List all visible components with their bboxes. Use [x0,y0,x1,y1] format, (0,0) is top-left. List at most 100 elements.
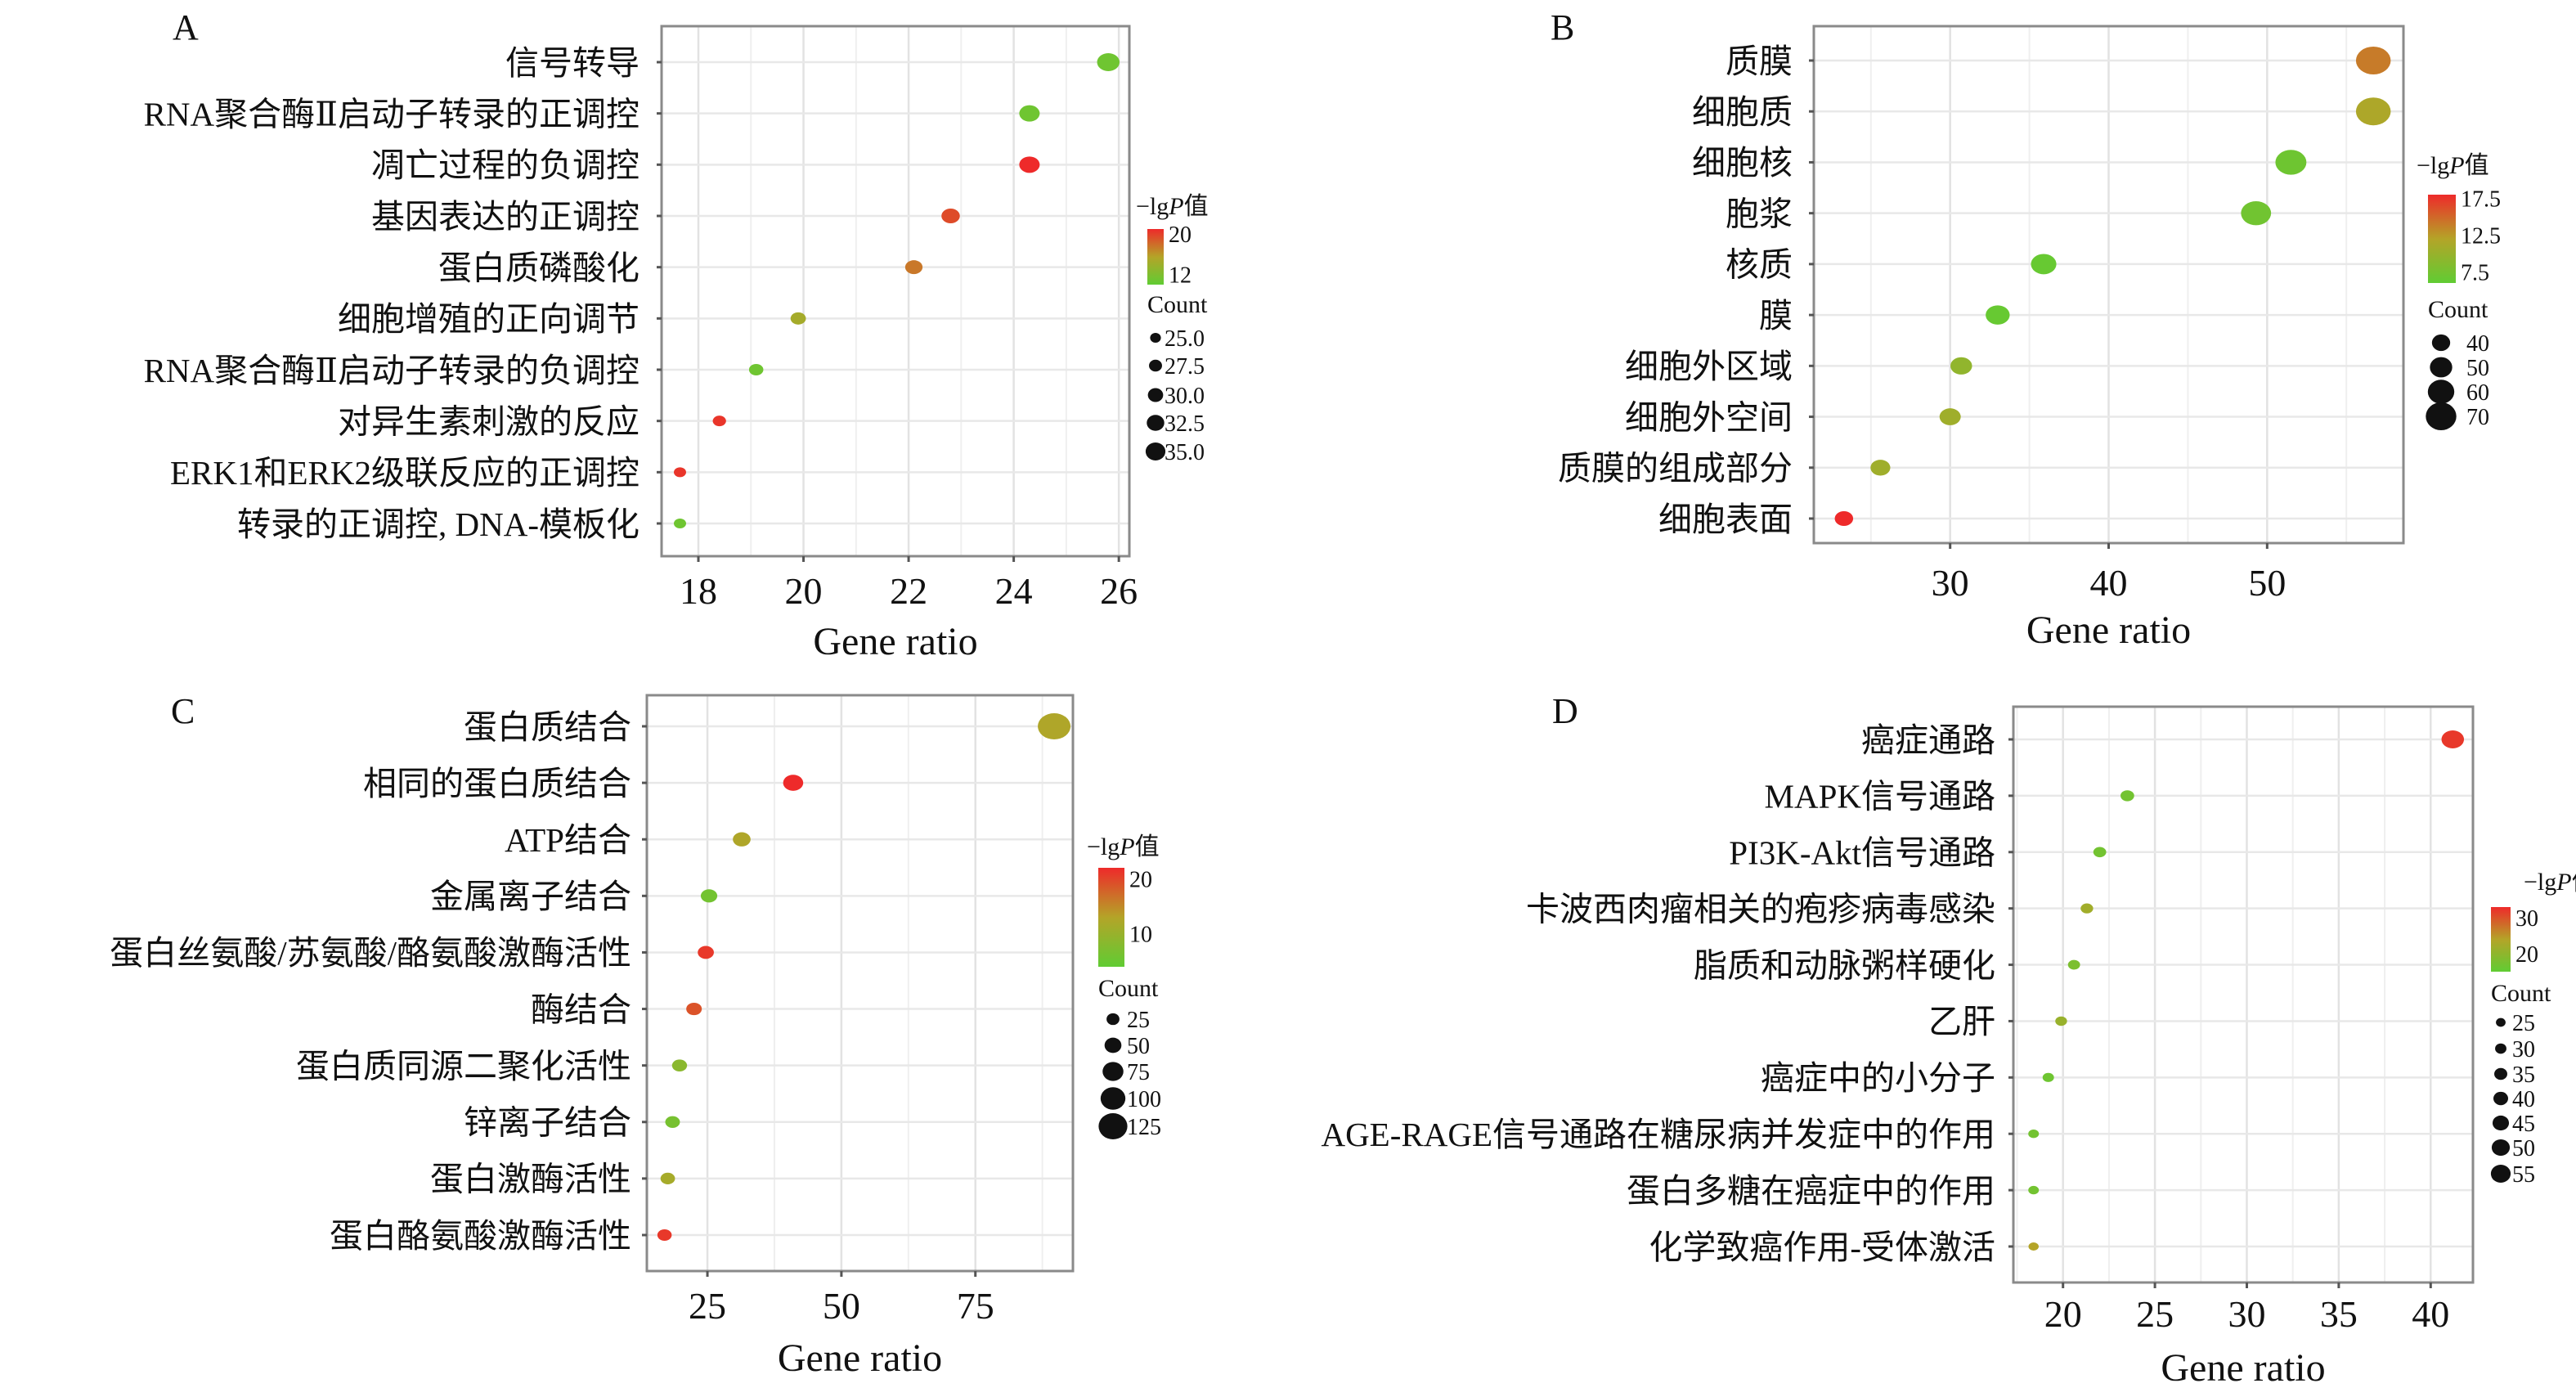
data-point [2031,254,2057,275]
data-point [673,467,686,478]
size-legend-dot [2427,380,2455,404]
color-legend-tick: 20 [1129,867,1152,892]
size-legend-dot [2491,1139,2511,1157]
x-tick-label: 25 [689,1285,726,1327]
panel-d: D 癌症通路 MAPK信号通路 PI3K-Akt信号通路卡波西肉瘤相关的疱疹病毒感染… [1321,691,2576,1390]
color-legend-tick: 7.5 [2461,261,2489,286]
data-point [2028,1242,2039,1251]
size-legend-label: 50 [2512,1136,2535,1161]
category-label: 细胞外空间 [1625,398,1793,436]
data-point [790,312,806,325]
category-label: 酶结合 [531,990,631,1028]
data-point [2241,200,2272,226]
size-legend-title: Count [2491,980,2551,1007]
x-axis-label: Gene ratio [2161,1346,2325,1390]
color-legend-tick: 17.5 [2461,187,2501,213]
category-label: MAPK信号通路 [1765,778,1995,815]
size-legend-label: 35 [2512,1062,2535,1088]
size-legend-label: 25 [1127,1008,1150,1033]
category-label: RNA聚合酶Ⅱ启动子转录的负调控 [144,352,640,389]
data-point [1870,460,1891,476]
category-label: 凋亡过程的负调控 [371,146,640,184]
x-axis-label: Gene ratio [2026,609,2191,652]
panel-letter: D [1552,691,1578,731]
panel-letter: B [1551,7,1574,47]
data-point [686,1002,702,1016]
data-point [2120,790,2134,802]
data-point [748,364,764,375]
category-label: ERK1和ERK2级联反应的正调控 [170,454,640,492]
x-tick-label: 40 [2090,562,2128,604]
category-label: 蛋白酪氨酸激酶活性 [330,1217,631,1255]
x-tick-label: 20 [2044,1293,2082,1335]
x-tick-label: 24 [995,570,1033,612]
data-point [673,519,686,528]
category-label: 相同的蛋白质结合 [363,765,631,802]
color-legend-bar [2491,907,2511,972]
size-legend-dot [2495,1043,2506,1054]
size-legend-label: 50 [1127,1034,1150,1059]
size-legend-label: 30 [2512,1037,2535,1062]
size-legend-label: 55 [2512,1162,2535,1188]
category-label: 细胞外区域 [1625,348,1793,385]
color-legend-title: −lgP值 [1087,833,1160,860]
category-label: 膜 [1759,297,1793,335]
category-label: 信号转导 [505,44,640,82]
color-legend-bar [1098,868,1124,967]
size-legend-dot [1147,415,1165,431]
plot-area [662,26,1129,556]
data-point [2275,150,2307,175]
data-point [2067,959,2080,970]
category-label: 质膜 [1726,43,1793,80]
category-label: 乙肝 [1928,1003,1995,1040]
data-point [665,1116,680,1128]
category-label: 细胞质 [1692,93,1793,131]
data-point [660,1172,675,1184]
size-legend-label: 75 [1127,1060,1150,1085]
size-legend-label: 30.0 [1165,384,1205,409]
data-point [2355,97,2391,126]
size-legend-label: 100 [1127,1087,1161,1112]
color-legend-tick: 10 [1129,923,1152,948]
data-point [2028,1130,2040,1139]
x-tick-label: 18 [680,570,717,612]
size-legend-label: 40 [2512,1087,2535,1112]
plot-border [645,694,1075,1273]
x-tick-label: 35 [2320,1293,2358,1335]
size-legend-label: 45 [2512,1112,2535,1137]
category-label: 蛋白质磷酸化 [438,249,640,286]
category-label: 锌离子结合 [464,1104,631,1142]
size-legend-title: Count [1098,975,1159,1002]
data-point [1038,713,1071,739]
data-point [657,1229,672,1241]
size-legend-dot [2493,1091,2509,1106]
data-point [671,1059,688,1072]
size-legend-label: 25.0 [1165,326,1205,352]
data-point [733,832,751,847]
data-point [1939,408,1961,425]
category-label: 化学致癌作用-受体激活 [1649,1229,1995,1266]
size-legend-label: 50 [2466,356,2489,381]
category-label: 转录的正调控, DNA-模板化 [237,505,640,543]
data-point [1019,156,1040,173]
data-point [2080,903,2094,914]
size-legend-title: Count [1147,291,1208,318]
size-legend-dot [2490,1165,2511,1183]
x-tick-label: 50 [2248,562,2286,604]
x-tick-label: 20 [785,570,823,612]
color-legend-title: −lgP值 [1136,193,1209,220]
data-point [700,889,718,903]
category-label: 基因表达的正调控 [371,198,640,236]
size-legend-dot [1100,1087,1126,1110]
x-tick-label: 50 [823,1285,860,1327]
category-label: 脂质和动脉粥样硬化 [1694,946,1995,984]
color-legend-tick: 12 [1169,263,1192,289]
data-point [1019,105,1040,122]
category-label: 细胞增殖的正向调节 [338,300,640,338]
data-point [2441,730,2465,748]
data-point [2028,1185,2040,1195]
size-legend-label: 35.0 [1165,440,1205,465]
data-point [712,416,726,427]
